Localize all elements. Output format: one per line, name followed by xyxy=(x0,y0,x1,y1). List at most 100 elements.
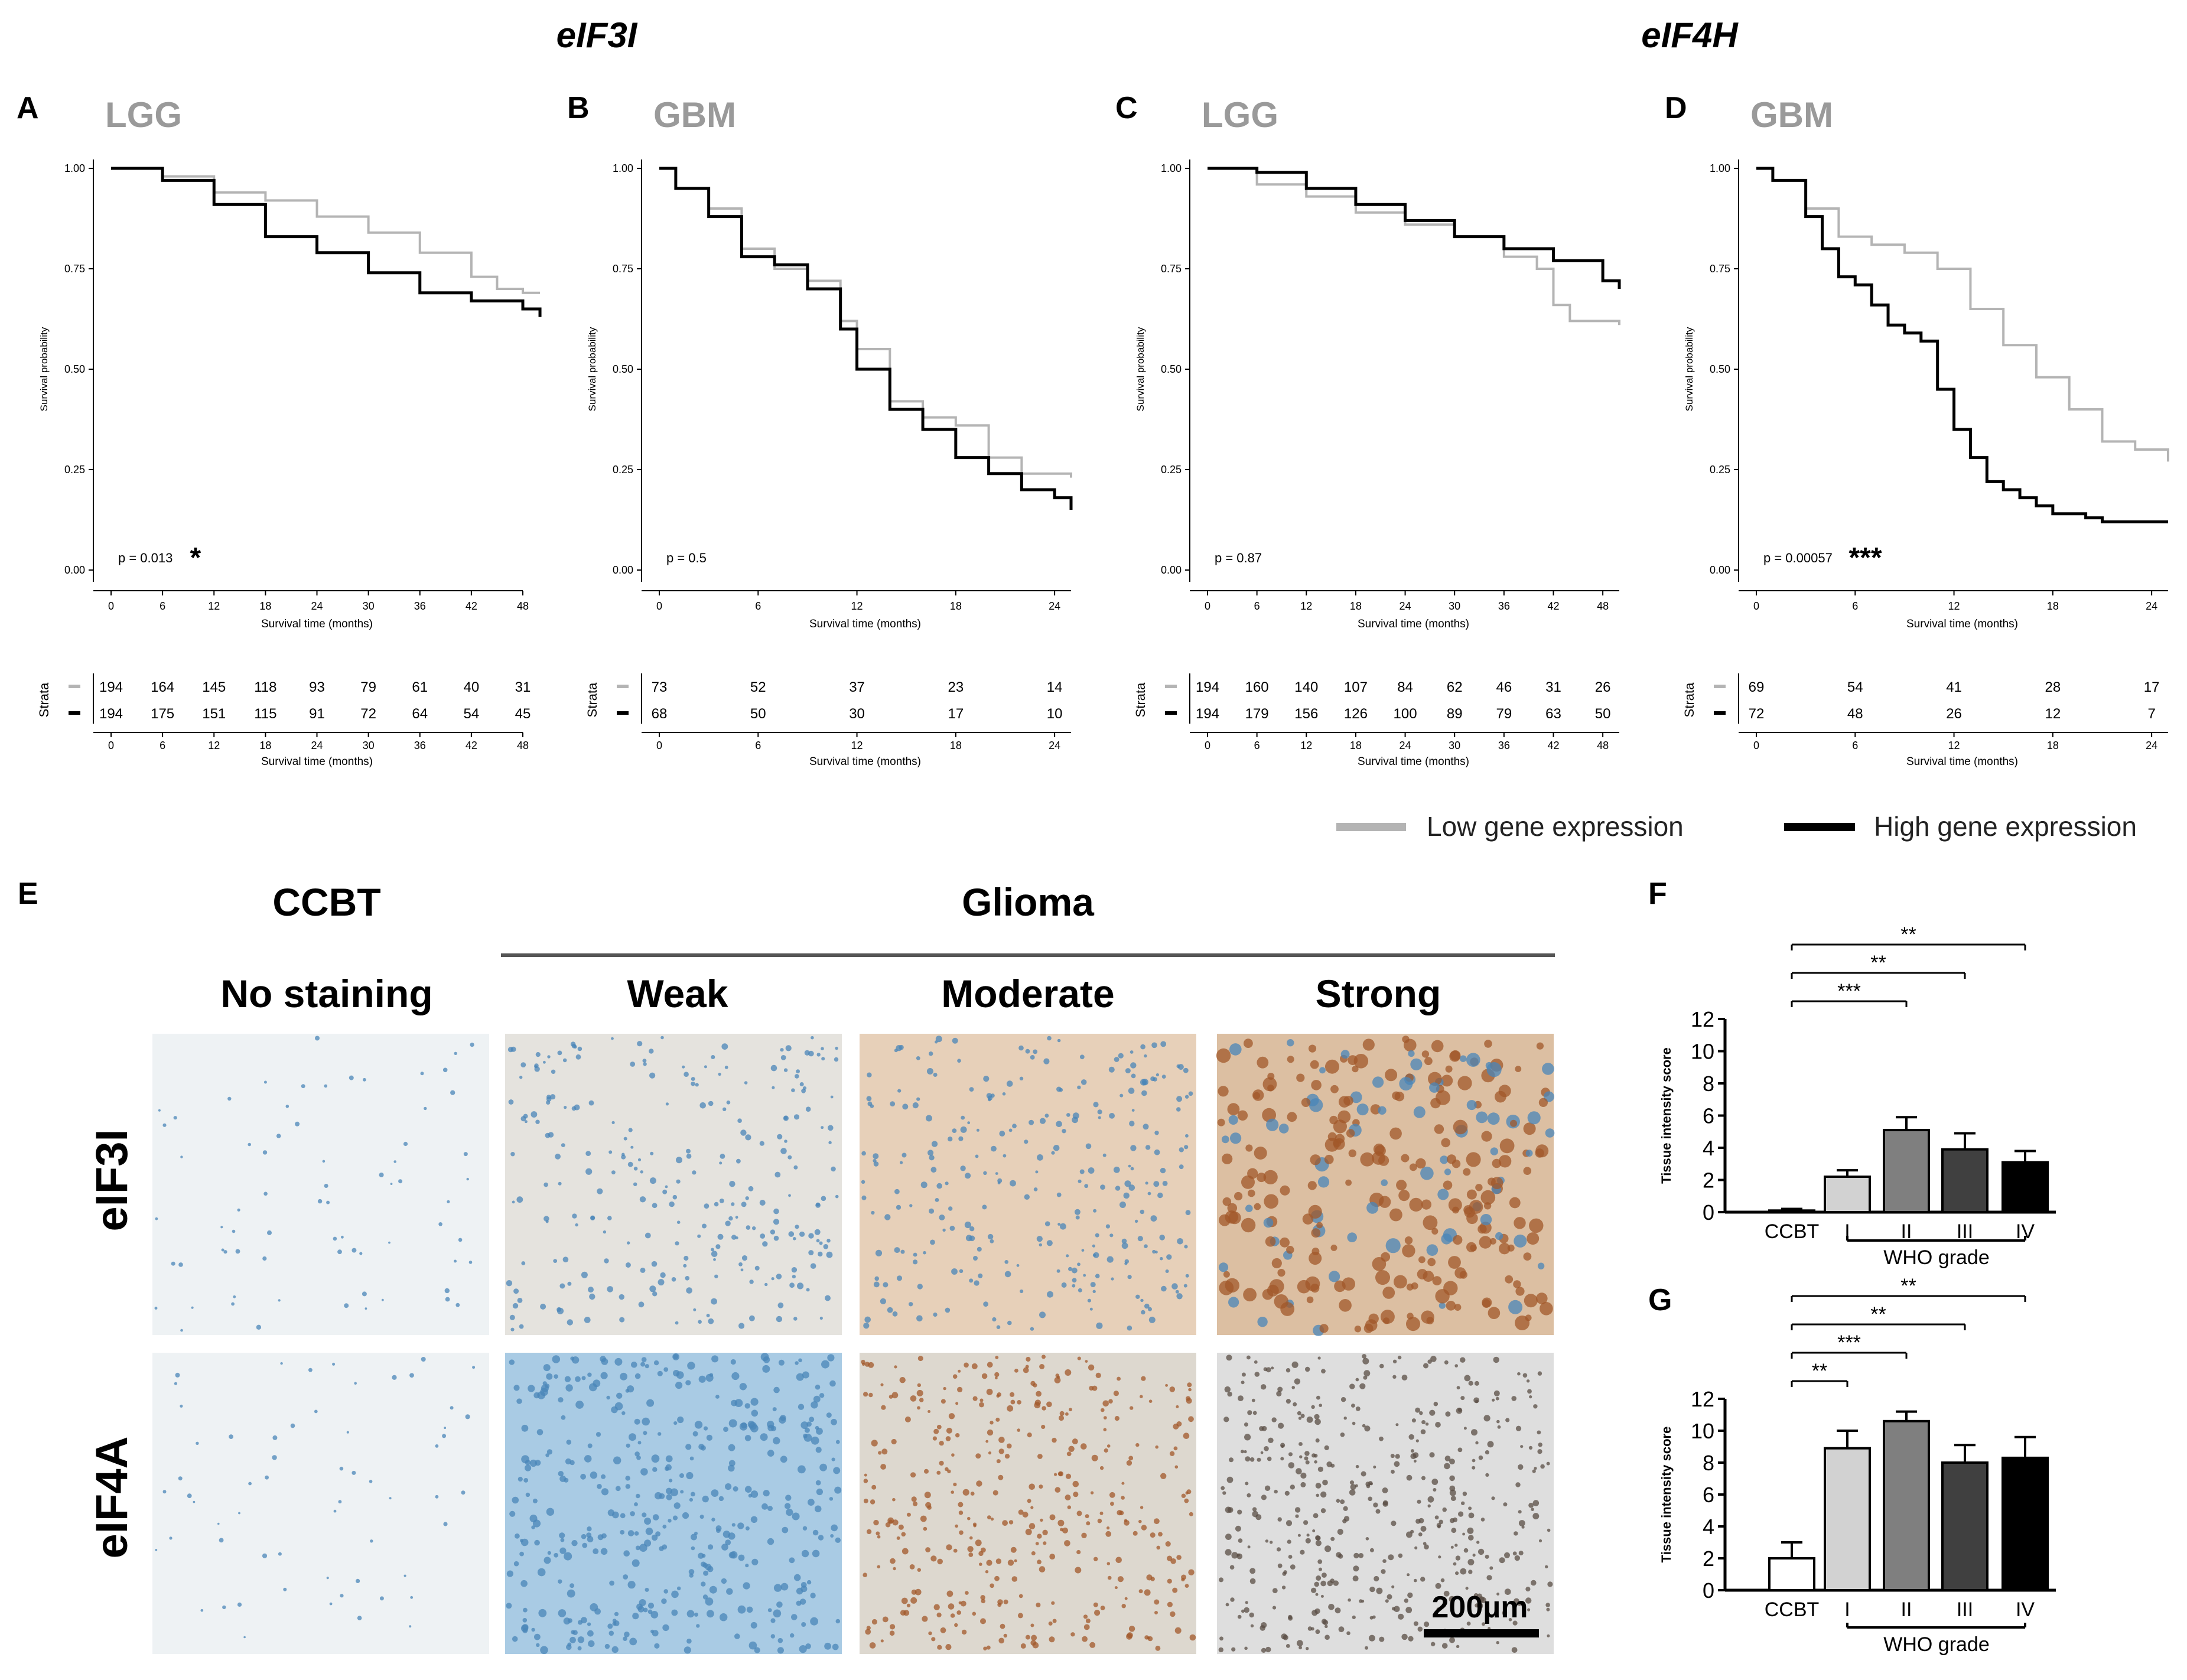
x-tick-label: 0 xyxy=(1753,600,1759,612)
cell-nucleus xyxy=(885,1522,891,1528)
cell-nucleus xyxy=(910,1472,916,1478)
bar xyxy=(2002,1456,2049,1591)
cell-nucleus xyxy=(1300,1549,1305,1555)
cell-nucleus xyxy=(1244,1422,1248,1427)
cell-nucleus xyxy=(749,1315,755,1321)
cell-nucleus xyxy=(546,1508,555,1516)
cell-nucleus xyxy=(737,1522,744,1529)
cell-nucleus xyxy=(551,1069,556,1075)
cell-nucleus xyxy=(803,1434,808,1438)
cell-nucleus xyxy=(1183,1284,1187,1288)
x-tick-label: 0 xyxy=(656,600,662,612)
cell-nucleus xyxy=(1445,1411,1451,1417)
cell-nucleus xyxy=(573,1045,577,1049)
cell-nucleus xyxy=(789,1557,795,1564)
risk-high-count: 63 xyxy=(1545,706,1561,722)
cell-nucleus xyxy=(1140,1298,1144,1303)
cell-nucleus xyxy=(749,1279,754,1284)
cell-nucleus xyxy=(1349,1489,1356,1496)
cell-nucleus xyxy=(565,1384,573,1392)
cell-nucleus xyxy=(1472,1458,1476,1463)
cell-nucleus xyxy=(640,1267,646,1273)
cell-nucleus xyxy=(1385,1599,1389,1603)
cell-nucleus xyxy=(285,1105,289,1108)
cell-nucleus xyxy=(1226,1355,1232,1361)
risk-low-count: 84 xyxy=(1397,679,1413,695)
cell-nucleus xyxy=(1072,1438,1078,1445)
cell-nucleus xyxy=(1312,1529,1316,1532)
cell-nucleus xyxy=(1052,1437,1057,1443)
cell-nucleus xyxy=(627,1581,636,1589)
cell-nucleus xyxy=(575,1401,584,1409)
cell-nucleus xyxy=(1420,1429,1426,1435)
cell-nucleus xyxy=(692,1431,698,1437)
cell-nucleus xyxy=(531,1525,535,1529)
cell-nucleus xyxy=(929,1051,933,1056)
cell-nucleus xyxy=(633,1167,638,1171)
risk-x-tick-label: 12 xyxy=(208,740,220,751)
x-tick-label: 42 xyxy=(1547,600,1559,612)
cell-nucleus xyxy=(1353,1565,1359,1572)
cell-nucleus xyxy=(1464,1207,1475,1218)
cell-nucleus xyxy=(705,1597,714,1606)
cell-nucleus xyxy=(470,1043,474,1047)
cell-nucleus xyxy=(1128,1626,1135,1632)
cell-nucleus xyxy=(1130,1406,1134,1410)
cell-nucleus xyxy=(338,1500,342,1504)
cell-nucleus xyxy=(1382,1559,1387,1563)
cell-nucleus xyxy=(512,1636,518,1642)
cell-nucleus xyxy=(558,1181,562,1186)
cell-nucleus xyxy=(814,1229,821,1235)
cell-nucleus xyxy=(694,1421,703,1429)
cell-nucleus xyxy=(409,1625,412,1628)
cell-nucleus xyxy=(1421,1476,1426,1480)
cell-nucleus xyxy=(810,1617,818,1626)
cell-nucleus xyxy=(713,1258,716,1261)
cell-nucleus xyxy=(525,1492,531,1497)
cell-nucleus xyxy=(1306,1296,1314,1304)
cell-nucleus xyxy=(1319,1324,1329,1333)
cell-nucleus xyxy=(237,1208,240,1212)
cell-nucleus xyxy=(964,1362,969,1368)
cell-nucleus xyxy=(651,1261,658,1267)
cell-nucleus xyxy=(808,1250,814,1256)
cell-nucleus xyxy=(970,1492,975,1496)
cell-nucleus xyxy=(691,1534,697,1541)
x-tick-label: 24 xyxy=(1049,600,1060,612)
cell-nucleus xyxy=(545,1453,549,1457)
cell-nucleus xyxy=(1480,1518,1485,1522)
cell-nucleus xyxy=(604,1643,610,1649)
cell-nucleus xyxy=(801,1088,806,1093)
cell-nucleus xyxy=(1303,1520,1309,1525)
cell-nucleus xyxy=(403,1574,406,1577)
cell-nucleus xyxy=(1498,1155,1512,1168)
cell-nucleus xyxy=(1300,1472,1307,1479)
cell-nucleus xyxy=(1454,1364,1458,1368)
cell-nucleus xyxy=(1035,1542,1039,1546)
cell-nucleus xyxy=(811,1036,814,1040)
cell-nucleus xyxy=(1276,1391,1282,1396)
cell-nucleus xyxy=(1468,1506,1472,1510)
cell-nucleus xyxy=(1137,1236,1143,1242)
cell-nucleus xyxy=(1241,1217,1256,1233)
cell-nucleus xyxy=(1517,1372,1521,1376)
cell-nucleus xyxy=(1083,1274,1086,1277)
cell-nucleus xyxy=(1382,1501,1388,1507)
cell-nucleus xyxy=(1536,1042,1544,1050)
cell-nucleus xyxy=(1042,1406,1046,1411)
cell-nucleus xyxy=(173,1116,177,1120)
cell-nucleus xyxy=(1019,1076,1024,1081)
cell-nucleus xyxy=(1547,1581,1553,1587)
cell-nucleus xyxy=(992,1317,997,1322)
cell-nucleus xyxy=(1483,1415,1490,1422)
cell-nucleus xyxy=(1151,1042,1157,1049)
cell-nucleus xyxy=(581,1271,588,1278)
cell-nucleus xyxy=(1314,1460,1317,1464)
cell-nucleus xyxy=(607,1623,613,1629)
cell-nucleus xyxy=(571,1540,578,1546)
cell-nucleus xyxy=(1379,1636,1385,1642)
cell-nucleus xyxy=(935,1040,938,1044)
risk-high-count: 156 xyxy=(1294,706,1318,722)
cell-nucleus xyxy=(942,1228,946,1232)
